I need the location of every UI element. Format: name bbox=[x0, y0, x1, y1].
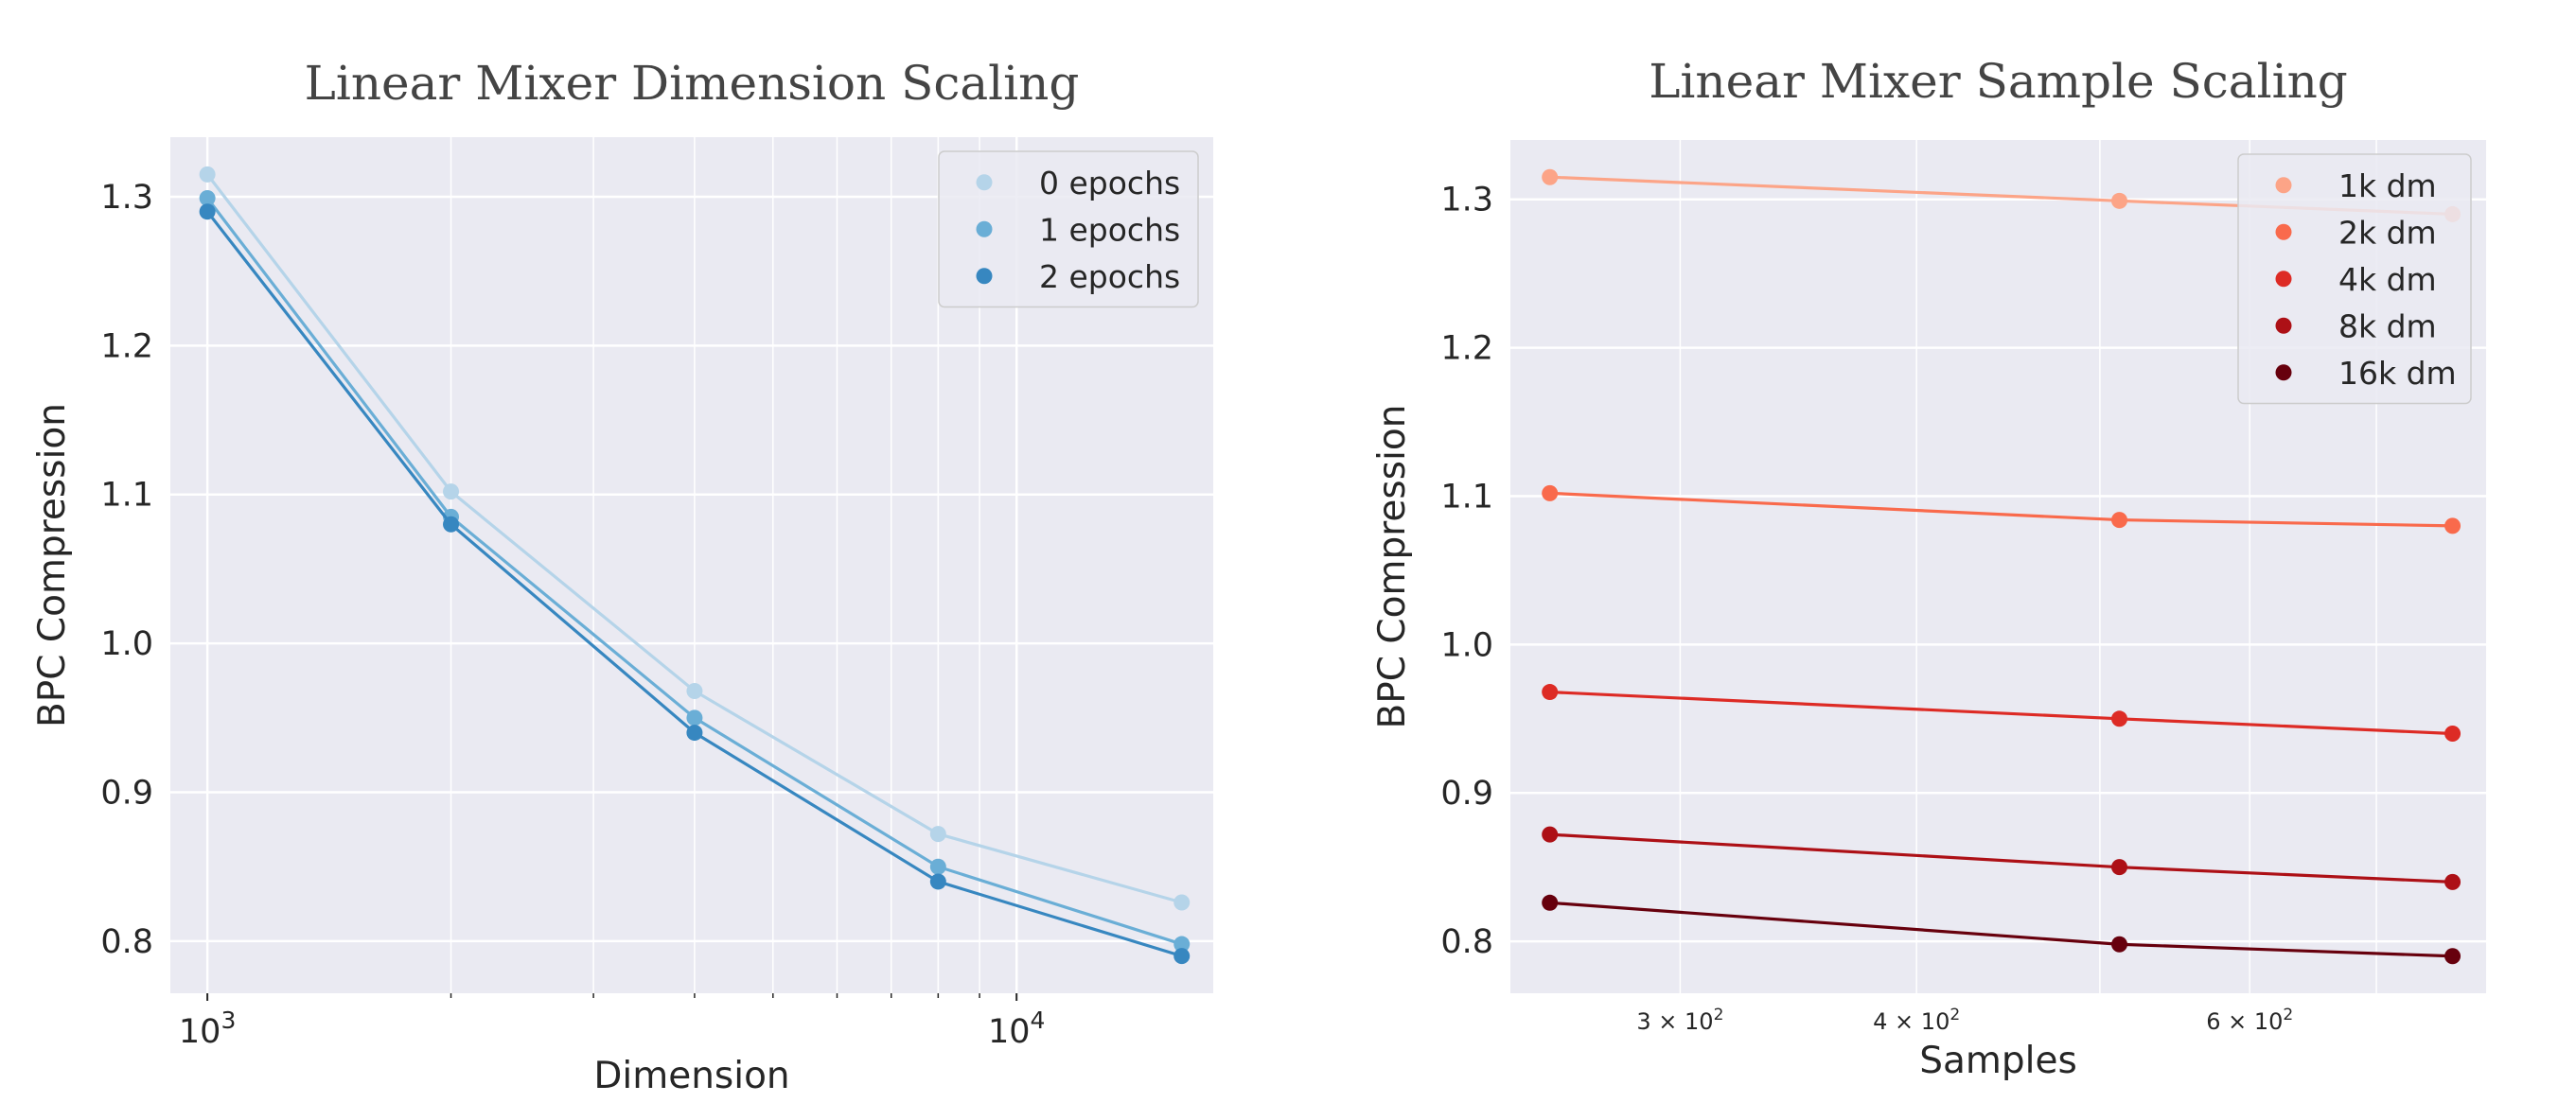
x-minor-tick-label: 6 × 102 bbox=[2206, 1006, 2293, 1035]
legend-label: 16k dm bbox=[2338, 355, 2457, 392]
x-tick-exponent: 2 bbox=[1950, 1006, 1960, 1024]
legend-label: 1k dm bbox=[2338, 167, 2437, 204]
data-point bbox=[1173, 948, 1191, 965]
legend-marker bbox=[2275, 177, 2292, 194]
y-tick-label: 0.9 bbox=[100, 775, 153, 813]
x-axis-label: Samples bbox=[1919, 1040, 2077, 1082]
data-point bbox=[2111, 936, 2128, 953]
x-tick-base: 10 bbox=[179, 1013, 221, 1051]
legend-frame bbox=[2237, 153, 2472, 405]
data-point bbox=[199, 203, 216, 220]
y-tick-label: 1.0 bbox=[1440, 626, 1493, 664]
x-tick-base: 10 bbox=[988, 1013, 1031, 1051]
data-point bbox=[929, 826, 946, 843]
x-tick-exponent: 4 bbox=[1031, 1007, 1046, 1034]
legend-label: 2k dm bbox=[2338, 214, 2437, 251]
legend-marker bbox=[2275, 223, 2292, 240]
x-tick-exponent: 2 bbox=[1714, 1006, 1724, 1024]
legend-label: 2 epochs bbox=[1039, 258, 1180, 295]
x-tick-base: 4 × 10 bbox=[1873, 1008, 1950, 1035]
x-tick-base: 6 × 10 bbox=[2206, 1008, 2283, 1035]
data-point bbox=[1542, 484, 1559, 501]
data-point bbox=[929, 873, 946, 890]
x-minor-tick-label: 4 × 102 bbox=[1873, 1006, 1960, 1035]
data-point bbox=[1173, 894, 1191, 911]
data-point bbox=[2444, 948, 2461, 965]
legend-marker bbox=[976, 174, 993, 191]
legend-marker bbox=[976, 268, 993, 285]
data-point bbox=[443, 483, 460, 500]
x-axis-label: Dimension bbox=[593, 1055, 789, 1097]
data-point bbox=[443, 516, 460, 533]
data-point bbox=[199, 190, 216, 207]
data-point bbox=[2111, 192, 2128, 209]
data-point bbox=[2111, 859, 2128, 876]
chart-title: Linear Mixer Dimension Scaling bbox=[305, 56, 1080, 111]
legend-frame bbox=[938, 150, 1199, 308]
x-tick-exponent: 2 bbox=[2283, 1006, 2293, 1024]
data-point bbox=[2111, 512, 2128, 529]
y-tick-label: 0.8 bbox=[1440, 923, 1493, 961]
y-tick-label: 1.1 bbox=[1440, 478, 1493, 516]
y-axis-label: BPC Compression bbox=[31, 403, 74, 727]
data-point bbox=[1173, 936, 1191, 953]
data-point bbox=[1542, 826, 1559, 843]
legend-label: 0 epochs bbox=[1039, 165, 1180, 201]
y-tick-label: 1.2 bbox=[100, 327, 153, 365]
chart-title: Linear Mixer Sample Scaling bbox=[1649, 54, 2348, 109]
legend-label: 1 epochs bbox=[1039, 211, 1180, 248]
x-tick-base: 3 × 10 bbox=[1636, 1008, 1713, 1035]
data-point bbox=[2444, 517, 2461, 534]
legend-marker bbox=[976, 220, 993, 237]
data-point bbox=[199, 166, 216, 183]
x-minor-tick-label: 3 × 102 bbox=[1636, 1006, 1723, 1035]
data-point bbox=[1542, 168, 1559, 185]
y-tick-label: 1.3 bbox=[100, 179, 153, 217]
data-point bbox=[1542, 684, 1559, 701]
data-point bbox=[686, 709, 703, 727]
x-tick-label: 103 bbox=[179, 1007, 236, 1051]
y-tick-label: 1.3 bbox=[1440, 182, 1493, 219]
legend: 0 epochs 1 epochs 2 epochs bbox=[938, 150, 1199, 308]
data-point bbox=[686, 682, 703, 699]
legend-marker bbox=[2275, 317, 2292, 334]
y-tick-label: 1.1 bbox=[100, 477, 153, 515]
y-tick-label: 0.9 bbox=[1440, 775, 1493, 813]
data-point bbox=[1542, 894, 1559, 911]
data-point bbox=[686, 725, 703, 742]
legend-marker bbox=[2275, 271, 2292, 288]
data-point bbox=[2444, 873, 2461, 890]
data-point bbox=[929, 858, 946, 875]
data-point bbox=[2111, 710, 2128, 727]
legend: 1k dm 2k dm 4k dm 8k dm 16k dm bbox=[2237, 153, 2472, 405]
y-tick-label: 1.0 bbox=[100, 625, 153, 663]
y-axis-label: BPC Compression bbox=[1371, 405, 1414, 729]
legend-label: 4k dm bbox=[2338, 261, 2437, 298]
x-tick-exponent: 3 bbox=[221, 1007, 236, 1034]
y-tick-label: 1.2 bbox=[1440, 330, 1493, 368]
x-tick-label: 104 bbox=[988, 1007, 1045, 1051]
y-tick-label: 0.8 bbox=[100, 923, 153, 961]
sample-scaling-chart: 0.80.91.01.11.21.33 × 102 4 × 102 6 × 102S… bbox=[1371, 54, 2486, 1082]
legend-marker bbox=[2275, 364, 2292, 381]
legend-label: 8k dm bbox=[2338, 307, 2437, 344]
data-point bbox=[2444, 725, 2461, 742]
